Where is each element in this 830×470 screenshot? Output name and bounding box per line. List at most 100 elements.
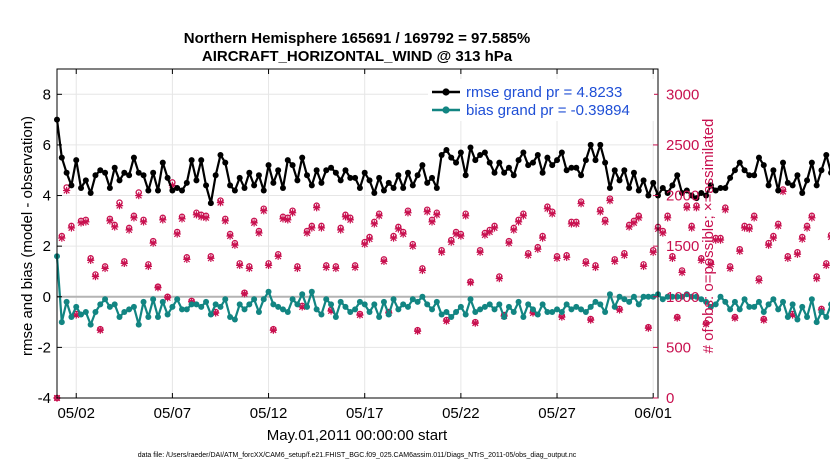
obs-assimilated-point	[813, 274, 821, 283]
rmse-data-point	[308, 182, 315, 189]
legend: rmse grand pr = 4.8233 bias grand pr = -…	[428, 79, 654, 121]
rmse-data-point	[804, 177, 811, 184]
rmse-data-point	[626, 184, 633, 191]
bias-data-point	[472, 308, 479, 315]
obs-assimilated-point	[572, 220, 580, 228]
obs-assimilated-point	[495, 274, 503, 283]
rmse-data-point	[323, 167, 330, 174]
data-file-footer: data file: /Users/raeder/DAI/ATM_forcXX/…	[138, 452, 577, 459]
obs-assimilated-point	[769, 234, 778, 242]
obs-assimilated-point	[91, 272, 100, 281]
bias-data-point	[299, 291, 306, 298]
rmse-data-point	[198, 157, 205, 164]
obs-assimilated-point	[510, 226, 518, 234]
rmse-data-point	[404, 169, 411, 176]
rmse-data-point	[164, 174, 171, 181]
bias-data-point	[203, 298, 210, 305]
bias-data-point	[640, 293, 647, 300]
obs-assimilated-point	[207, 254, 215, 262]
bias-data-point	[106, 303, 113, 310]
rmse-data-point	[169, 187, 176, 194]
rmse-data-point	[597, 141, 604, 148]
bias-data-point	[82, 308, 89, 315]
bias-data-point	[760, 308, 767, 315]
obs-assimilated-point	[149, 239, 157, 247]
bias-data-point	[736, 306, 743, 313]
bias-data-point	[227, 314, 234, 321]
bias-data-point	[491, 306, 498, 313]
rmse-data-point	[664, 190, 671, 197]
bias-data-point	[294, 301, 301, 308]
rmse-data-point	[251, 182, 258, 189]
right-y-tick-label: 2500	[666, 137, 699, 154]
rmse-data-point	[698, 190, 705, 197]
bias-data-point	[135, 321, 142, 328]
bias-data-point	[496, 301, 503, 308]
obs-assimilated-point	[365, 235, 374, 243]
y-tick-label: -4	[38, 390, 51, 407]
rmse-data-point	[621, 167, 628, 174]
bias-data-point	[328, 301, 335, 308]
bias-data-point	[717, 293, 724, 300]
bias-data-point	[361, 301, 368, 308]
bias-data-point	[58, 319, 65, 326]
obs-assimilated-point	[375, 212, 383, 220]
obs-assimilated-point	[726, 264, 734, 273]
rmse-data-point	[106, 184, 113, 191]
obs-assimilated-point	[399, 230, 407, 238]
rmse-data-point	[231, 187, 238, 194]
bias-data-point	[587, 303, 594, 310]
obs-assimilated-point	[173, 230, 181, 238]
x-tick-label: 05/22	[442, 405, 480, 422]
obs-assimilated-point	[798, 235, 806, 243]
obs-assimilated-point	[62, 186, 71, 195]
rmse-data-point	[188, 157, 195, 164]
bias-data-point	[150, 296, 157, 303]
rmse-data-point	[342, 167, 349, 174]
legend-rmse-label: rmse grand pr = 4.8233	[466, 84, 622, 101]
rmse-data-point	[606, 184, 613, 191]
bias-data-point	[481, 303, 488, 310]
obs-assimilated-point	[87, 256, 95, 264]
bias-data-point	[722, 298, 729, 305]
rmse-data-point	[227, 182, 234, 189]
rmse-data-point	[356, 184, 363, 191]
bias-data-point	[510, 308, 517, 315]
rmse-data-point	[510, 172, 517, 179]
obs-assimilated-point	[731, 314, 739, 322]
bias-data-point	[63, 298, 70, 305]
obs-assimilated-point	[125, 226, 133, 234]
bias-data-point	[731, 298, 738, 305]
rmse-data-point	[808, 159, 815, 166]
bias-data-point	[443, 308, 450, 315]
rmse-data-point	[140, 172, 147, 179]
rmse-data-point	[707, 182, 714, 189]
rmse-data-point	[68, 182, 75, 189]
rmse-data-point	[371, 190, 378, 197]
bias-data-point	[520, 314, 527, 321]
right-y-tick-label: 0	[666, 390, 674, 407]
rmse-data-point	[780, 159, 787, 166]
rmse-data-point	[770, 167, 777, 174]
bias-data-point	[116, 314, 123, 321]
obs-assimilated-point	[721, 206, 729, 214]
bias-data-point	[635, 301, 642, 308]
rmse-data-point	[116, 177, 123, 184]
bias-data-point	[429, 306, 436, 313]
obs-assimilated-point	[827, 233, 830, 241]
obs-assimilated-point	[745, 225, 753, 233]
rmse-data-point	[193, 177, 200, 184]
bias-data-point	[270, 301, 277, 308]
bias-data-point	[645, 293, 652, 300]
rmse-data-point	[727, 174, 734, 181]
obs-assimilated-point	[183, 255, 191, 263]
obs-count-layer	[53, 179, 830, 402]
bias-data-point	[544, 308, 551, 315]
rmse-data-point	[284, 157, 291, 164]
obs-assimilated-point	[822, 261, 830, 270]
bias-data-point	[775, 306, 782, 313]
rmse-data-point	[212, 172, 219, 179]
rmse-data-point	[121, 169, 128, 176]
right-y-tick-label: 3000	[666, 86, 699, 103]
bias-data-point	[616, 293, 623, 300]
